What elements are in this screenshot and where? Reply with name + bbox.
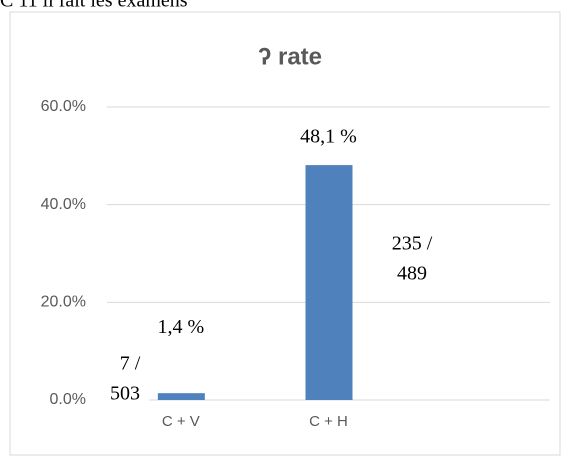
x-tick-label: C + V <box>162 413 200 430</box>
bar <box>157 393 205 400</box>
y-tick-label: 60.0% <box>41 98 86 115</box>
annotation-bg <box>101 383 149 407</box>
bar <box>305 165 353 400</box>
annotation: 235 / <box>392 233 433 255</box>
value-label: 1,4 % <box>157 316 204 338</box>
chart-title: ʔ rate <box>258 43 322 70</box>
annotation-bg <box>388 263 436 287</box>
annotation: 489 <box>397 263 427 285</box>
y-tick-label: 20.0% <box>41 294 86 311</box>
y-tick-label: 0.0% <box>50 391 86 408</box>
chart-frame <box>9 11 561 456</box>
annotation: 7 / <box>120 353 141 375</box>
x-tick-label: C + H <box>309 413 348 430</box>
value-label: 48,1 % <box>300 126 357 148</box>
annotation: 503 <box>110 383 140 405</box>
caption: C 11 il fait les examens <box>0 0 188 12</box>
y-tick-label: 40.0% <box>41 196 86 213</box>
